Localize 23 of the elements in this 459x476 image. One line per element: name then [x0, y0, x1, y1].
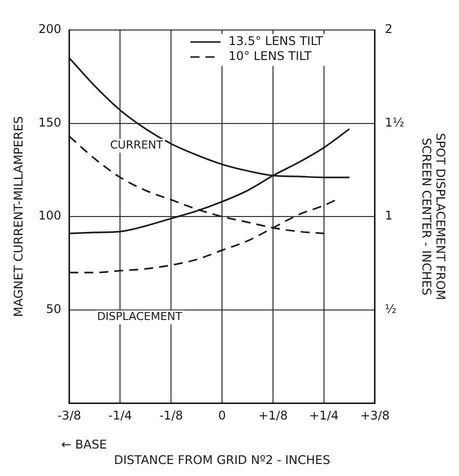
y-tick-label: 150 [38, 115, 62, 130]
annotation: DISPLACEMENT [97, 310, 182, 324]
y2-tick-label: 1½ [384, 115, 404, 130]
legend-label: 13.5° LENS TILT [228, 34, 324, 48]
y2-axis-title: SPOT DISPLACEMENT FROM SCREEN CENTER - INCHES [419, 133, 448, 300]
x-tick-label: 0 [218, 408, 226, 423]
y-tick-label: 200 [38, 22, 62, 36]
x-tick-label: +1/8 [258, 408, 288, 423]
x-tick-label: -1/4 [108, 408, 132, 423]
x-axis-title: DISTANCE FROM GRID Nº2 - INCHES [114, 452, 330, 467]
y-axis-title: MAGNET CURRENT-MILLAMPERES [11, 116, 26, 317]
x-tick-label: +1/4 [309, 408, 339, 423]
x-tick-label: +3/8 [360, 408, 390, 423]
y2-tick-label: 1 [384, 208, 393, 223]
y2-tick-label: ½ [384, 302, 397, 316]
annotation: CURRENT [110, 138, 164, 152]
y2-tick-label: 2 [384, 22, 393, 36]
x-tick-label: -1/8 [159, 408, 184, 423]
x-tick-label: -3/8 [57, 408, 82, 423]
text: ← BASE [61, 437, 107, 452]
y-tick-label: 50 [46, 302, 62, 316]
y-tick-label: 100 [38, 208, 62, 223]
legend-label: 10° LENS TILT [228, 49, 312, 64]
